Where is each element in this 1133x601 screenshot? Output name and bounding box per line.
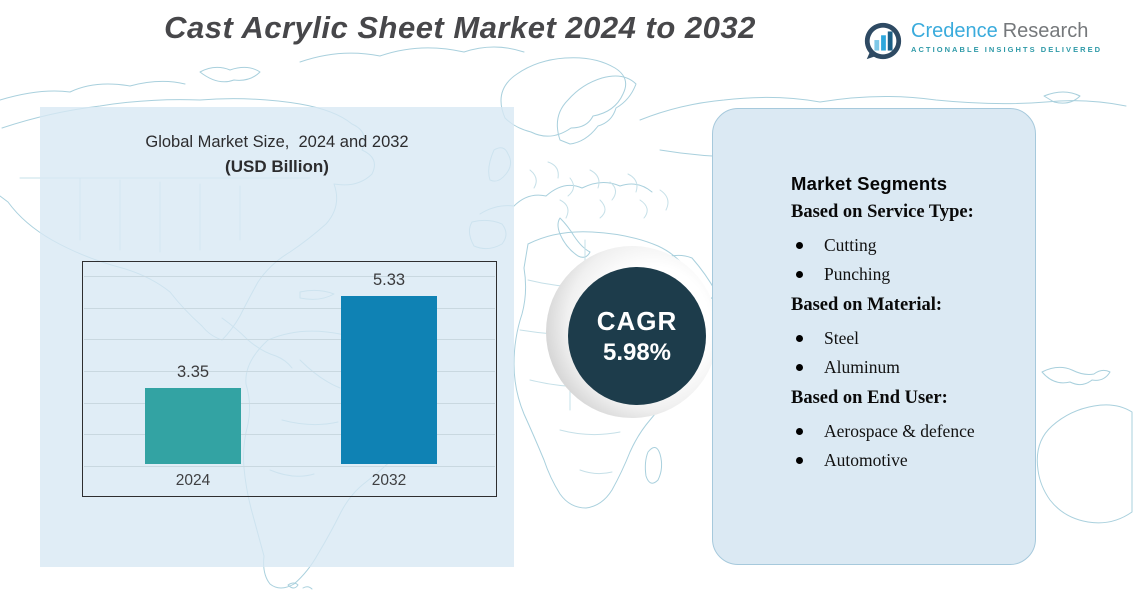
logo-brand-secondary: Research bbox=[1002, 20, 1089, 42]
gridline bbox=[84, 307, 495, 309]
gridline bbox=[84, 434, 495, 436]
segments-sections: Based on Service Type: Cutting Punching Bas… bbox=[791, 202, 1015, 469]
bar-value-label: 5.33 bbox=[372, 270, 406, 289]
chart-subtitle: (USD Billion) bbox=[225, 157, 329, 176]
gridline bbox=[84, 466, 495, 467]
bar-2024 bbox=[145, 387, 241, 464]
logo-brand: Credence Research bbox=[911, 20, 1102, 42]
cagr-value: 5.98% bbox=[602, 338, 672, 366]
bar-value-label: 3.35 bbox=[176, 362, 210, 381]
segment-section-heading: Based on Service Type: bbox=[791, 202, 974, 222]
bullet-icon bbox=[796, 364, 803, 372]
segment-section-heading: Based on Material: bbox=[791, 294, 943, 315]
logo-tagline: ACTIONABLE INSIGHTS DELIVERED bbox=[911, 45, 1103, 54]
bar-category-label: 2024 bbox=[175, 472, 211, 489]
segment-item: Aerospace & defence bbox=[791, 421, 1015, 440]
segment-item: Aluminum bbox=[791, 358, 1015, 377]
cagr-badge: CAGR 5.98% bbox=[568, 267, 706, 405]
segment-section-heading: Based on End User: bbox=[791, 387, 948, 408]
gridline bbox=[84, 402, 495, 404]
logo-brand-primary: Credence bbox=[911, 20, 998, 42]
bullet-icon bbox=[796, 334, 803, 342]
credence-research-logo: Credence Research ACTIONABLE INSIGHTS DEL… bbox=[862, 20, 1102, 62]
bullet-icon bbox=[796, 271, 803, 279]
chart-title: Global Market Size, 2024 and 2032 bbox=[145, 133, 409, 151]
gridline bbox=[84, 339, 495, 341]
bar-2032 bbox=[341, 295, 437, 464]
gridline bbox=[84, 276, 495, 277]
gridline bbox=[84, 371, 495, 372]
bullet-icon bbox=[796, 456, 803, 464]
bar-chart: 3.35 2024 5.33 2032 bbox=[82, 261, 497, 497]
bar-chart-logo-icon bbox=[864, 22, 902, 60]
segment-item: Automotive bbox=[791, 450, 1015, 469]
segment-item: Steel bbox=[791, 328, 1015, 347]
market-segments-panel: Market Segments Based on Service Type: Cu… bbox=[712, 108, 1036, 565]
bullet-icon bbox=[796, 427, 803, 435]
segments-heading: Market Segments bbox=[791, 173, 948, 194]
page-title: Cast Acrylic Sheet Market 2024 to 2032 bbox=[164, 10, 756, 45]
chart-title-block: Global Market Size, 2024 and 2032 (USD B… bbox=[40, 133, 514, 177]
bullet-icon bbox=[796, 242, 803, 249]
logo-text: Credence Research ACTIONABLE INSIGHTS DEL… bbox=[911, 20, 1102, 54]
segment-item: Punching bbox=[791, 265, 1015, 284]
segment-item: Cutting bbox=[791, 236, 1015, 254]
cagr-label: CAGR bbox=[596, 305, 678, 336]
bar-category-label: 2032 bbox=[371, 472, 407, 489]
